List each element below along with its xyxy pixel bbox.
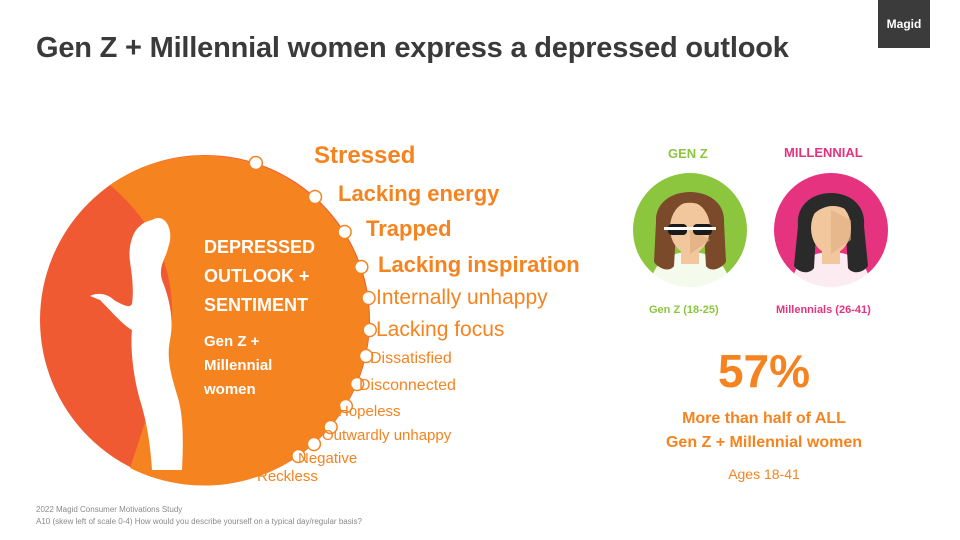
genz-age-label: Gen Z (18-25) (649, 304, 719, 316)
sentiment-marker (358, 348, 374, 364)
sentiment-label: Lacking focus (376, 318, 505, 341)
sentiment-label: Stressed (314, 142, 416, 169)
sentiment-label: Reckless (257, 468, 318, 485)
sentiment-label: Trapped (366, 216, 452, 241)
sentiment-marker (306, 436, 322, 452)
woman-silhouette (90, 218, 183, 470)
genz-avatar (633, 173, 747, 287)
sentiment-marker (307, 189, 323, 205)
center-subheading: Gen Z + Millennial women (204, 330, 324, 402)
sentiment-label: Lacking energy (338, 181, 500, 206)
sentiment-label: Internally unhappy (376, 286, 548, 309)
genz-heading: GEN Z (668, 146, 708, 161)
stat-line-1: More than half of ALL (682, 410, 846, 427)
millennial-age-label: Millennials (26-41) (776, 304, 871, 316)
brand-logo: Magid (878, 0, 930, 48)
center-sub-line: Gen Z + (204, 333, 260, 350)
sentiment-marker (338, 398, 354, 414)
center-heading-line: OUTLOOK + (204, 266, 310, 286)
sentiment-marker (248, 155, 264, 171)
center-heading-line: SENTIMENT (204, 295, 309, 315)
center-heading: DEPRESSED OUTLOOK + SENTIMENT (204, 233, 354, 320)
center-heading-line: DEPRESSED (204, 237, 316, 257)
sentiment-markers (248, 155, 377, 464)
millennial-heading: MILLENNIAL (784, 145, 863, 160)
sentiment-marker (354, 259, 369, 275)
sentiment-marker (291, 448, 306, 464)
sentiment-label: Dissatisfied (370, 350, 452, 367)
center-sub-line: Millennial (204, 357, 273, 374)
sentiment-marker (362, 322, 377, 338)
sentiment-marker (337, 224, 352, 240)
stat-ages: Ages 18-41 (728, 466, 800, 482)
stat-line-2: Gen Z + Millennial women (665, 434, 863, 451)
millennial-avatar (774, 173, 888, 287)
page-title: Gen Z + Millennial women express a depre… (36, 32, 789, 64)
sentiment-label: Disconnected (359, 377, 456, 394)
sentiment-marker (349, 376, 365, 392)
sentiment-label: Outwardly unhappy (322, 427, 452, 444)
footnote-question: A10 (skew left of scale 0-4) How would y… (36, 517, 362, 526)
stat-value: 57% (717, 345, 811, 397)
sentiment-marker (323, 419, 338, 435)
sentiment-label: Lacking inspiration (378, 252, 580, 277)
sentiment-label: Hopeless (338, 403, 401, 420)
sentiment-marker (361, 290, 376, 306)
sentiment-label: Negative (298, 450, 358, 467)
footnote-source: 2022 Magid Consumer Motivations Study (36, 505, 183, 514)
center-sub-line: women (204, 381, 256, 398)
